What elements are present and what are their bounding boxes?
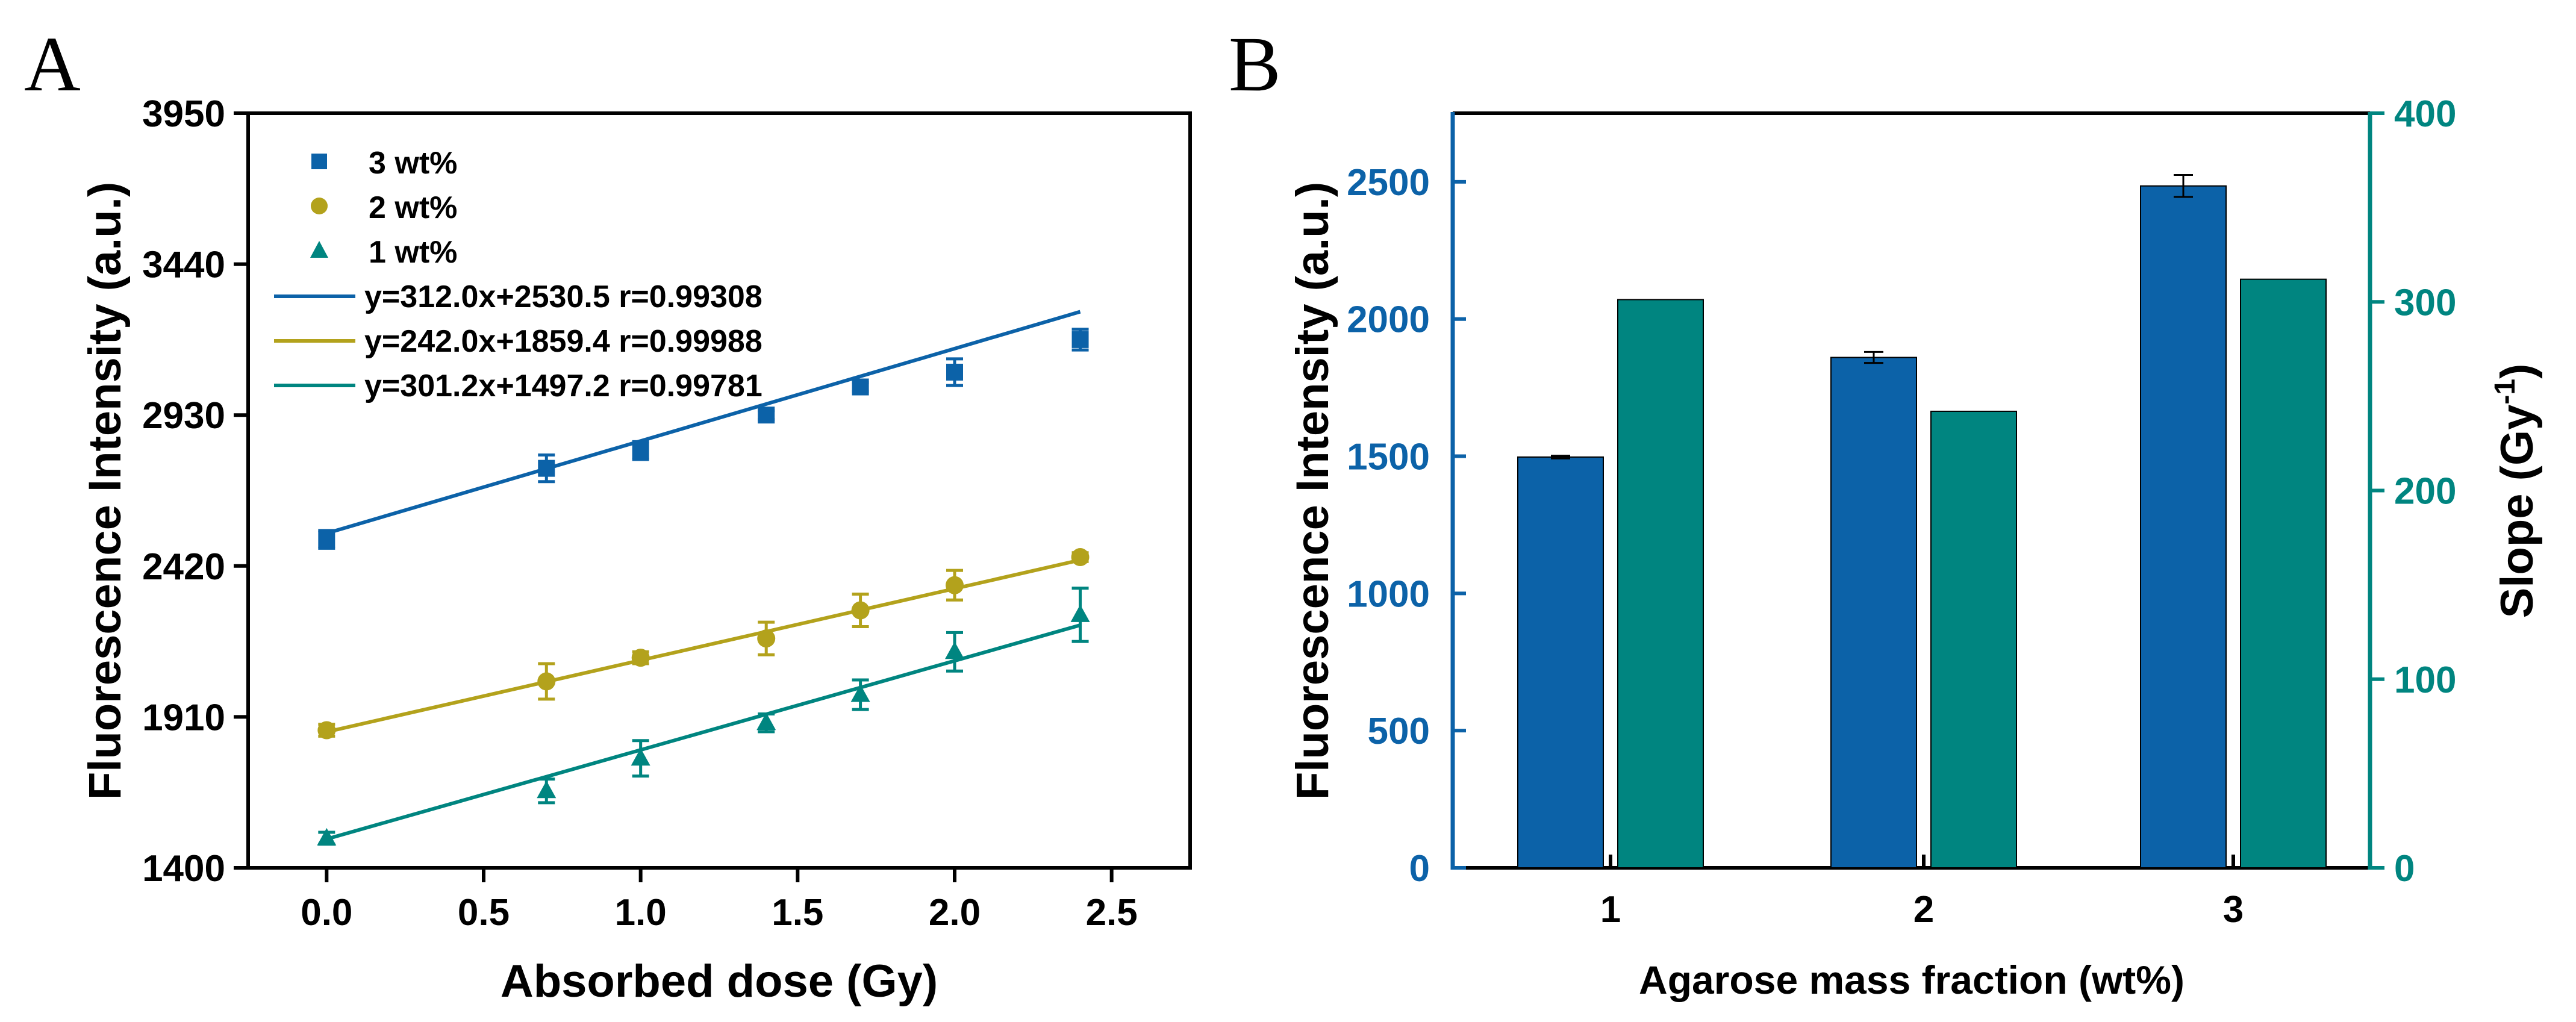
a-x-tick-label: 0.0	[301, 892, 352, 933]
b-bar-slope	[1617, 299, 1704, 868]
a-data-point	[1071, 548, 1090, 567]
b-bar-fluorescence	[1517, 456, 1604, 868]
a-data-point	[757, 629, 776, 648]
a-data-point	[318, 531, 335, 548]
b-x-tick-label: 1	[1600, 889, 1621, 930]
panel-label-b: B	[1229, 21, 1281, 108]
a-data-point	[945, 641, 964, 659]
a-x-tick-label: 2.0	[929, 892, 981, 933]
a-data-point	[538, 460, 555, 477]
b-y-tick-label: 1000	[1347, 573, 1430, 615]
a-x-tick-label: 1.0	[615, 892, 667, 933]
a-data-point	[631, 649, 650, 667]
panel-b-y-axis-label-right-close: )	[2492, 364, 2543, 379]
a-data-point	[631, 748, 650, 766]
a-data-point	[317, 721, 336, 740]
b-y-right-tick-label: 200	[2394, 471, 2456, 513]
b-y-right-tick-label: 0	[2394, 848, 2415, 890]
b-y-tick-label: 1500	[1347, 437, 1430, 478]
a-y-tick-label: 1910	[142, 697, 225, 738]
a-data-point	[537, 672, 556, 691]
b-y-right-tick-label: 300	[2394, 282, 2456, 323]
panel-a-chart: 1400 1910 2420 2930 3440 3950 0.0 0.5 1.0 1.5 2.0…	[80, 93, 1192, 1007]
a-y-tick-label: 3950	[142, 93, 225, 135]
a-y-tick-label: 3440	[142, 245, 225, 286]
panel-label-a: A	[24, 21, 81, 108]
a-x-tick-label: 2.5	[1086, 892, 1138, 933]
panel-b-y-axis-label-left: Fluorescence Intensity (a.u.)	[1287, 182, 1338, 800]
b-bar-fluorescence	[1830, 357, 1917, 868]
panel-b-bars	[1517, 174, 2327, 869]
a-y-tick-label: 2930	[142, 395, 225, 437]
a-data-point	[1070, 604, 1090, 622]
a-data-point	[946, 363, 963, 381]
panel-b-y-axis-label-right-main: Slope (Gy	[2492, 405, 2543, 618]
a-fit-line	[326, 623, 1081, 841]
a-data-point	[851, 601, 870, 620]
panel-a-data-points	[317, 328, 1090, 846]
panel-b-left-y-axis: 0 500 1000 1500 2000 2500	[1347, 162, 1466, 890]
legend-entry-label: 3 wt%	[369, 146, 457, 181]
b-x-tick-label: 2	[1913, 889, 1934, 930]
legend-entry-label: 2 wt%	[369, 190, 457, 225]
b-bar-slope	[1930, 410, 2017, 868]
legend-fit-equation: y=242.0x+1859.4 r=0.99988	[364, 324, 763, 359]
a-data-point	[946, 576, 964, 594]
b-bar-fluorescence	[2140, 185, 2227, 868]
b-x-tick-label: 3	[2223, 889, 2244, 930]
panel-a-y-axis: 1400 1910 2420 2930 3440 3950	[142, 93, 248, 890]
a-fit-line	[326, 310, 1081, 535]
panel-b-right-y-axis: 0 100 200 300 400	[2370, 93, 2456, 890]
a-data-point	[756, 712, 776, 731]
panel-b-x-axis: 1 2 3	[1600, 855, 2244, 930]
legend-fit-equation: y=312.0x+2530.5 r=0.99308	[364, 279, 763, 314]
a-x-tick-label: 0.5	[458, 892, 510, 933]
panel-b-y-axis-label-right-sup: -1	[2489, 379, 2521, 405]
b-y-right-tick-label: 400	[2394, 93, 2456, 135]
panel-a-x-axis: 0.0 0.5 1.0 1.5 2.0 2.5	[301, 868, 1138, 933]
b-bar-slope	[2240, 278, 2327, 869]
a-data-point	[317, 827, 337, 846]
panel-b-chart: 0 500 1000 1500 2000 2500 0 100 200 300 400 1 2 3 A…	[1287, 93, 2543, 1002]
b-y-right-tick-label: 100	[2394, 659, 2456, 701]
a-data-point	[758, 407, 775, 424]
panel-b-y-axis-label-right: Slope (Gy-1)	[2489, 364, 2543, 618]
a-x-tick-label: 1.5	[772, 892, 823, 933]
legend-entry-label: 1 wt%	[369, 235, 457, 270]
b-y-tick-label: 2000	[1347, 299, 1430, 341]
panel-a-legend: 3 wt% 2 wt% 1 wt% y=312.0x+2530.5 r=0.99308…	[274, 146, 763, 404]
b-y-tick-label: 2500	[1347, 162, 1430, 204]
panel-b-x-axis-label: Agarose mass fraction (wt%)	[1639, 958, 2185, 1002]
a-fit-line	[326, 558, 1081, 734]
b-y-tick-label: 500	[1368, 711, 1430, 752]
a-data-point	[1071, 331, 1089, 348]
legend-fit-equation: y=301.2x+1497.2 r=0.99781	[364, 369, 763, 404]
a-y-tick-label: 1400	[142, 848, 225, 890]
legend-marker	[311, 198, 328, 214]
panel-a-y-axis-label: Fluorescence Intensity (a.u.)	[80, 182, 131, 800]
b-y-tick-label: 0	[1409, 848, 1430, 890]
panel-a-x-axis-label: Absorbed dose (Gy)	[501, 956, 938, 1007]
a-data-point	[632, 442, 649, 460]
a-data-point	[537, 781, 557, 799]
legend-marker	[310, 241, 328, 258]
legend-marker	[311, 154, 327, 169]
a-data-point	[850, 684, 870, 702]
panel-a-plot-frame	[246, 111, 1192, 870]
a-y-tick-label: 2420	[142, 546, 225, 588]
a-data-point	[852, 378, 869, 396]
